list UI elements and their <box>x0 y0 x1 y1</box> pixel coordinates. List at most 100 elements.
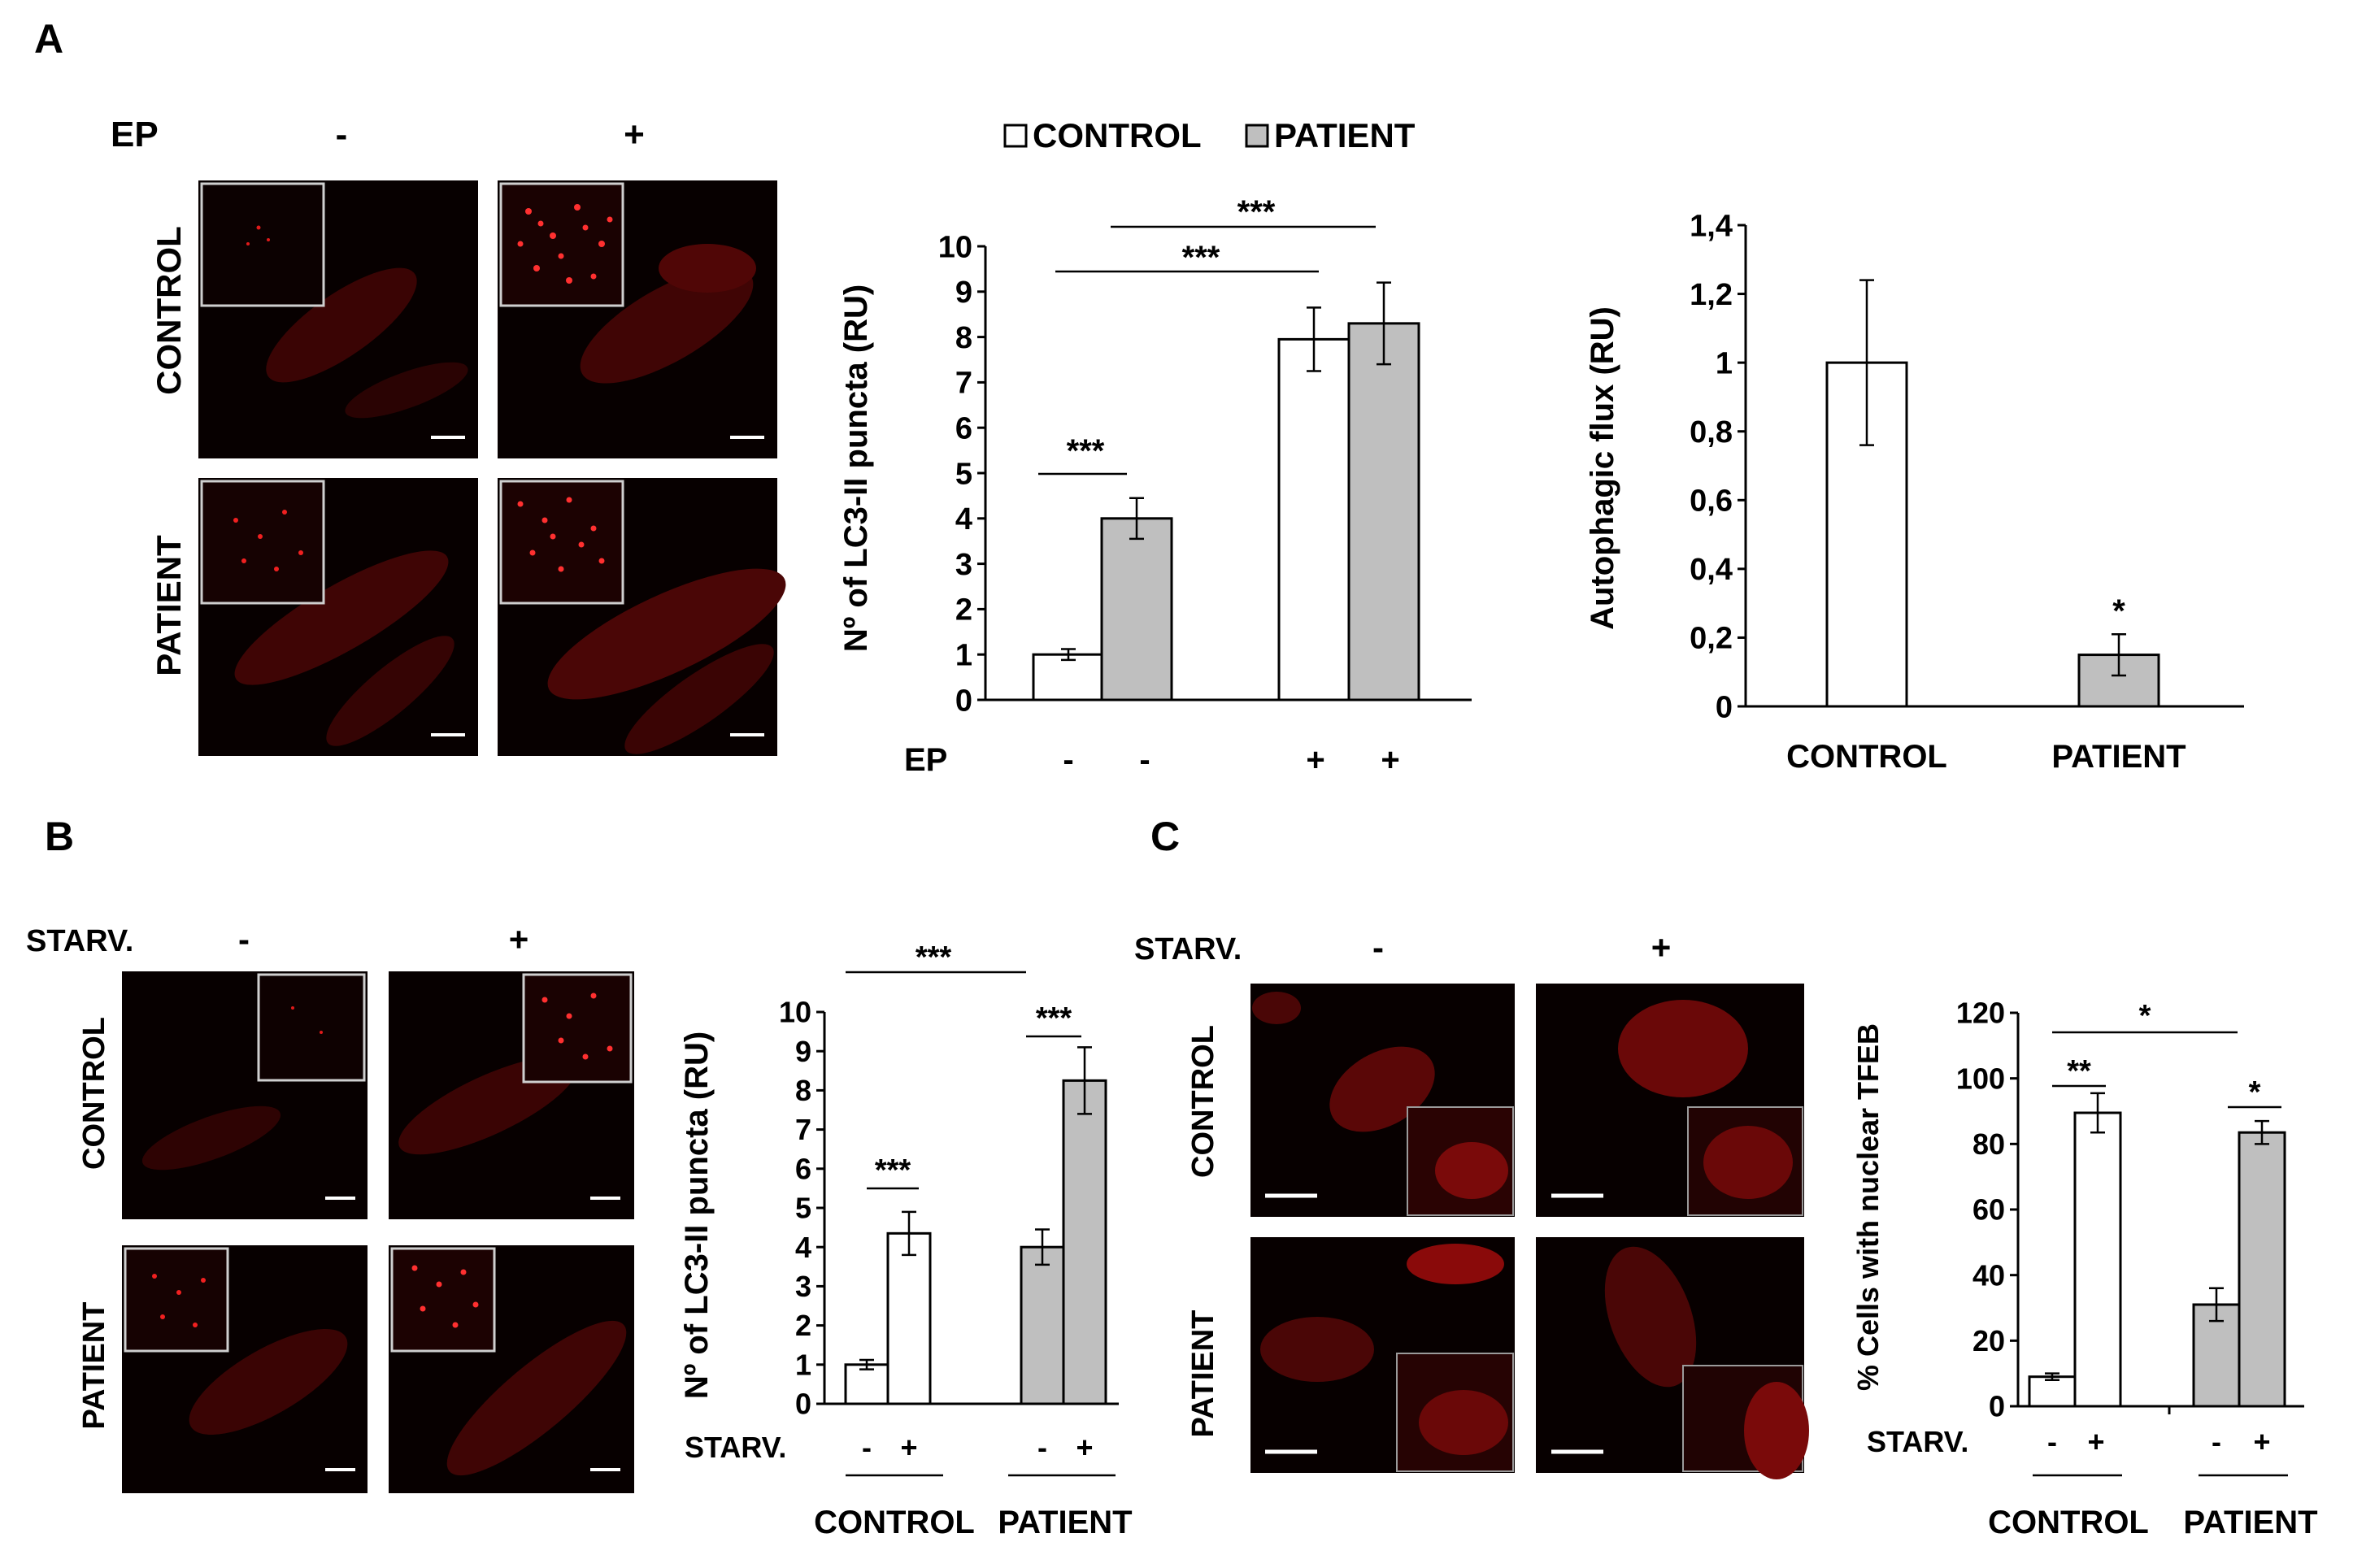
bar <box>886 1231 932 1405</box>
micrograph-a-control-plus <box>498 180 777 458</box>
panel-a-row-label-control: CONTROL <box>150 226 188 395</box>
sig-a-ctrl-basal-vs-ep: *** <box>1182 240 1220 276</box>
y-tick-label: 1 <box>795 1348 811 1381</box>
panel-b-col-label-minus: - <box>238 920 250 958</box>
chart-b-group-patient: PATIENT <box>998 1505 1132 1540</box>
panel-letter-a: A <box>34 16 63 62</box>
panel-a-row-label-patient: PATIENT <box>150 535 188 676</box>
panel-b-row-label-patient: PATIENT <box>77 1302 111 1430</box>
micrograph-a-patient-plus <box>498 478 786 756</box>
error-bar <box>1377 281 1391 366</box>
error-bar <box>1307 306 1321 372</box>
y-tick-label: 0,8 <box>1690 415 1733 450</box>
y-tick-label: 8 <box>795 1074 811 1107</box>
bar <box>844 1363 889 1405</box>
legend-label-patient: PATIENT <box>1274 116 1416 154</box>
sig-b-control: *** <box>875 1153 911 1188</box>
legend-label-control: CONTROL <box>1033 116 1202 154</box>
chart-c-tfeb: % Cells with nuclear TFEB 0 20 40 60 80 100 12… <box>1851 997 2318 1540</box>
panel-b-treatment-label: STARV. <box>26 924 133 958</box>
y-tick-label: 7 <box>795 1113 811 1146</box>
chart-c-tfeb-ylabel: % Cells with nuclear TFEB <box>1851 1023 1885 1391</box>
legend-swatch-control <box>1003 124 1028 148</box>
chart-b-tick-3: - <box>1037 1431 1047 1464</box>
chart-c-tick-4: + <box>2253 1425 2270 1458</box>
micrograph-b-patient-plus <box>389 1245 634 1493</box>
y-tick-label: 2 <box>955 593 972 628</box>
chart-a-flux-cat-patient: PATIENT <box>2051 739 2186 775</box>
sig-flux-patient: * <box>2112 593 2125 629</box>
panel-a-col-label-plus: + <box>624 115 645 154</box>
sig-b-control-vs-patient: *** <box>916 940 952 975</box>
chart-a-treatment-label: EP <box>904 742 947 778</box>
micrograph-b-patient-minus <box>122 1245 368 1493</box>
chart-b-tick-1: - <box>862 1431 872 1464</box>
micrograph-b-control-minus <box>122 971 368 1219</box>
y-tick-label: 120 <box>1956 997 2005 1030</box>
error-bar <box>1035 1228 1050 1266</box>
chart-b-puncta-ylabel: Nº of LC3-II puncta (RU) <box>679 1032 715 1399</box>
panel-c-row-label-patient: PATIENT <box>1186 1310 1220 1438</box>
bar <box>1020 1245 1065 1405</box>
chart-a-flux-cat-control: CONTROL <box>1786 739 1947 775</box>
y-tick-label: 5 <box>795 1192 811 1225</box>
y-tick-label: 1,4 <box>1690 209 1733 243</box>
y-tick-label: 0,4 <box>1690 553 1733 587</box>
bar <box>1277 337 1350 701</box>
y-tick-label: 0 <box>795 1388 811 1421</box>
error-bar <box>2045 1372 2059 1381</box>
chart-a-puncta: Nº of LC3-II puncta (RU) 0 1 2 3 4 5 6 7 8 9 10 **… <box>838 194 1472 778</box>
error-bar <box>1061 648 1076 662</box>
legend-swatch-patient <box>1245 124 1269 148</box>
chart-c-tick-2: + <box>2087 1425 2104 1458</box>
panel-b-col-label-plus: + <box>509 920 529 958</box>
bar <box>1032 653 1105 701</box>
chart-a-flux-ylabel: Autophagic flux (RU) <box>1585 306 1620 630</box>
micrograph-a-control-minus <box>198 180 478 458</box>
panel-letter-c: C <box>1150 814 1180 859</box>
bar <box>2028 1375 2077 1408</box>
error-bar <box>2255 1119 2269 1145</box>
micrograph-c-patient-plus <box>1536 1237 1809 1479</box>
y-tick-label: 10 <box>779 996 811 1029</box>
panel-c-col-label-plus: + <box>1651 928 1672 966</box>
y-tick-label: 8 <box>955 321 972 355</box>
sig-c-control: ** <box>2067 1054 2091 1088</box>
y-tick-label: 40 <box>1972 1258 2005 1292</box>
y-tick-label: 6 <box>955 412 972 446</box>
chart-b-tick-4: + <box>1076 1431 1093 1464</box>
y-tick-label: 1,2 <box>1690 278 1733 312</box>
sig-a-patient-basal-vs-ep: *** <box>1237 194 1276 230</box>
micrograph-a-patient-minus <box>198 478 478 756</box>
error-bar <box>1077 1046 1092 1115</box>
y-tick-label: 5 <box>955 457 972 491</box>
chart-a-flux: Autophagic flux (RU) 0 0,2 0,4 0,6 0,8 1 1,2 1,… <box>1585 209 2244 775</box>
chart-c-tfeb-significance: ** * * <box>2052 999 2281 1110</box>
sig-b-patient: *** <box>1036 1001 1072 1036</box>
y-tick-label: 4 <box>795 1231 811 1264</box>
bar <box>2238 1131 2286 1408</box>
y-tick-label: 10 <box>938 230 972 264</box>
sig-a-ctrl-vs-patient-basal: *** <box>1067 433 1105 469</box>
error-bar <box>859 1358 874 1370</box>
y-tick-label: 0,2 <box>1690 622 1733 656</box>
micrograph-c-control-plus <box>1536 984 1804 1217</box>
chart-b-puncta: Nº of LC3-II puncta (RU) 0 1 2 3 4 5 6 7 8 9 10 **… <box>679 940 1133 1540</box>
micrograph-c-control-minus <box>1250 984 1515 1217</box>
chart-a-puncta-significance: *** *** *** <box>1038 194 1376 476</box>
y-tick-label: 80 <box>1972 1127 2005 1161</box>
error-bar <box>2209 1287 2224 1323</box>
y-tick-label: 0,6 <box>1690 484 1733 519</box>
chart-b-group-control: CONTROL <box>814 1505 975 1540</box>
y-tick-label: 6 <box>795 1152 811 1185</box>
sig-c-control-vs-patient: * <box>2139 999 2151 1033</box>
bar <box>1100 517 1173 701</box>
chart-a-tick-3: + <box>1306 742 1324 778</box>
chart-c-tick-1: - <box>2047 1425 2057 1458</box>
bar <box>1347 322 1420 701</box>
y-tick-label: 100 <box>1956 1062 2005 1095</box>
panel-a-treatment-label: EP <box>111 115 159 154</box>
y-tick-label: 0 <box>955 684 972 718</box>
y-tick-label: 2 <box>795 1309 811 1342</box>
